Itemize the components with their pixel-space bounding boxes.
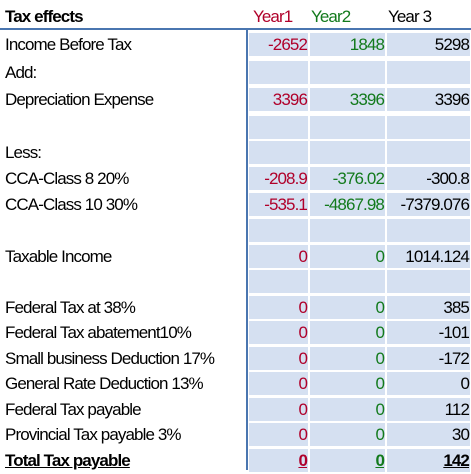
cell-year3[interactable]	[387, 116, 470, 139]
cell-year1[interactable]: 0	[249, 245, 308, 268]
cell-year3[interactable]: 3396	[387, 88, 470, 111]
cell-year3[interactable]: 5298	[387, 33, 470, 56]
row-label: Federal Tax payable	[5, 400, 142, 419]
cell-year1[interactable]: 0	[249, 296, 308, 319]
cell-year3[interactable]	[387, 270, 470, 293]
header-divider	[0, 28, 471, 30]
table-row: Federal Tax payable 0 0 112	[0, 397, 471, 422]
cell-year1[interactable]	[249, 219, 308, 242]
cell-year1[interactable]	[249, 141, 308, 164]
cell-year2[interactable]	[310, 219, 385, 242]
table-row: General Rate Deduction 13% 0 0 0	[0, 371, 471, 396]
cell-year1[interactable]: -2652	[249, 33, 308, 56]
column-header-year3[interactable]: Year 3	[388, 7, 432, 26]
cell-year2[interactable]: 0	[310, 245, 385, 268]
cell-year3[interactable]: -7379.076	[387, 193, 470, 216]
table-row	[0, 218, 471, 243]
row-label: Federal Tax abatement10%	[5, 323, 192, 342]
row-label: Total Tax payable	[5, 451, 131, 470]
cell-year1[interactable]: -208.9	[249, 167, 308, 190]
row-label: Small business Deduction 17%	[5, 349, 215, 368]
cell-year1[interactable]	[249, 61, 308, 84]
table-row: Federal Tax abatement10% 0 0 -101	[0, 320, 471, 345]
cell-year3[interactable]	[387, 141, 470, 164]
cell-year3[interactable]: 0	[387, 372, 470, 395]
cell-year1[interactable]: 0	[249, 321, 308, 344]
table-row: Depreciation Expense 3396 3396 3396	[0, 87, 471, 112]
cell-year2[interactable]: 3396	[310, 88, 385, 111]
cell-year2[interactable]	[310, 116, 385, 139]
cell-year1[interactable]: 0	[249, 372, 308, 395]
cell-year3[interactable]: 1014.124	[387, 245, 470, 268]
table-row: Federal Tax at 38% 0 0 385	[0, 295, 471, 320]
cell-year3[interactable]: -172	[387, 347, 470, 370]
cell-year3[interactable]: -101	[387, 321, 470, 344]
cell-year3[interactable]: 385	[387, 296, 470, 319]
cell-year3[interactable]	[387, 61, 470, 84]
cell-year2[interactable]	[310, 270, 385, 293]
cell-year2[interactable]: 0	[310, 449, 385, 472]
cell-year1[interactable]: 0	[249, 423, 308, 446]
row-label: CCA-Class 8 20%	[5, 169, 129, 188]
row-label: Provincial Tax payable 3%	[5, 425, 182, 444]
cell-year3[interactable]: 30	[387, 423, 470, 446]
table-row	[0, 115, 471, 140]
cell-year2[interactable]: 0	[310, 398, 385, 421]
table-title: Tax effects	[5, 7, 84, 26]
table-row: CCA-Class 10 30% -535.1 -4867.98 -7379.076	[0, 192, 471, 217]
table-row: Total Tax payable 0 0 142	[0, 448, 471, 473]
table-row: Add:	[0, 60, 471, 85]
cell-year2[interactable]	[310, 61, 385, 84]
row-label: Income Before Tax	[5, 35, 132, 54]
cell-year3[interactable]: -300.8	[387, 167, 470, 190]
cell-year1[interactable]: -535.1	[249, 193, 308, 216]
table-row: Less:	[0, 140, 471, 165]
row-label: General Rate Deduction 13%	[5, 374, 204, 393]
table-row: Small business Deduction 17% 0 0 -172	[0, 346, 471, 371]
table-row	[0, 269, 471, 294]
table-row: Taxable Income 0 0 1014.124	[0, 244, 471, 269]
row-label: Add:	[5, 63, 37, 82]
row-label: Depreciation Expense	[5, 90, 154, 109]
cell-year1[interactable]: 0	[249, 398, 308, 421]
row-label: Taxable Income	[5, 247, 112, 266]
cell-year1[interactable]	[249, 270, 308, 293]
cell-year1[interactable]: 3396	[249, 88, 308, 111]
cell-year3[interactable]	[387, 219, 470, 242]
row-label: CCA-Class 10 30%	[5, 195, 138, 214]
column-header-year2[interactable]: Year2	[311, 7, 351, 26]
cell-year2[interactable]: 0	[310, 347, 385, 370]
cell-year2[interactable]: -376.02	[310, 167, 385, 190]
table-header: Tax effects Year1 Year2 Year 3	[0, 0, 471, 30]
cell-year2[interactable]: 0	[310, 372, 385, 395]
row-label: Less:	[5, 143, 42, 162]
column-divider	[246, 28, 248, 470]
cell-year1[interactable]: 0	[249, 347, 308, 370]
column-header-year1[interactable]: Year1	[253, 7, 293, 26]
cell-year2[interactable]: 0	[310, 321, 385, 344]
row-label: Federal Tax at 38%	[5, 298, 136, 317]
cell-year2[interactable]: -4867.98	[310, 193, 385, 216]
cell-year2[interactable]: 0	[310, 423, 385, 446]
cell-year2[interactable]: 0	[310, 296, 385, 319]
table-row: CCA-Class 8 20% -208.9 -376.02 -300.8	[0, 166, 471, 191]
cell-year2[interactable]: 1848	[310, 33, 385, 56]
table-row: Income Before Tax -2652 1848 5298	[0, 32, 471, 57]
cell-year3[interactable]: 112	[387, 398, 470, 421]
cell-year1[interactable]	[249, 116, 308, 139]
table-row: Provincial Tax payable 3% 0 0 30	[0, 422, 471, 447]
cell-year1[interactable]: 0	[249, 449, 308, 472]
cell-year2[interactable]	[310, 141, 385, 164]
cell-year3[interactable]: 142	[387, 449, 470, 472]
